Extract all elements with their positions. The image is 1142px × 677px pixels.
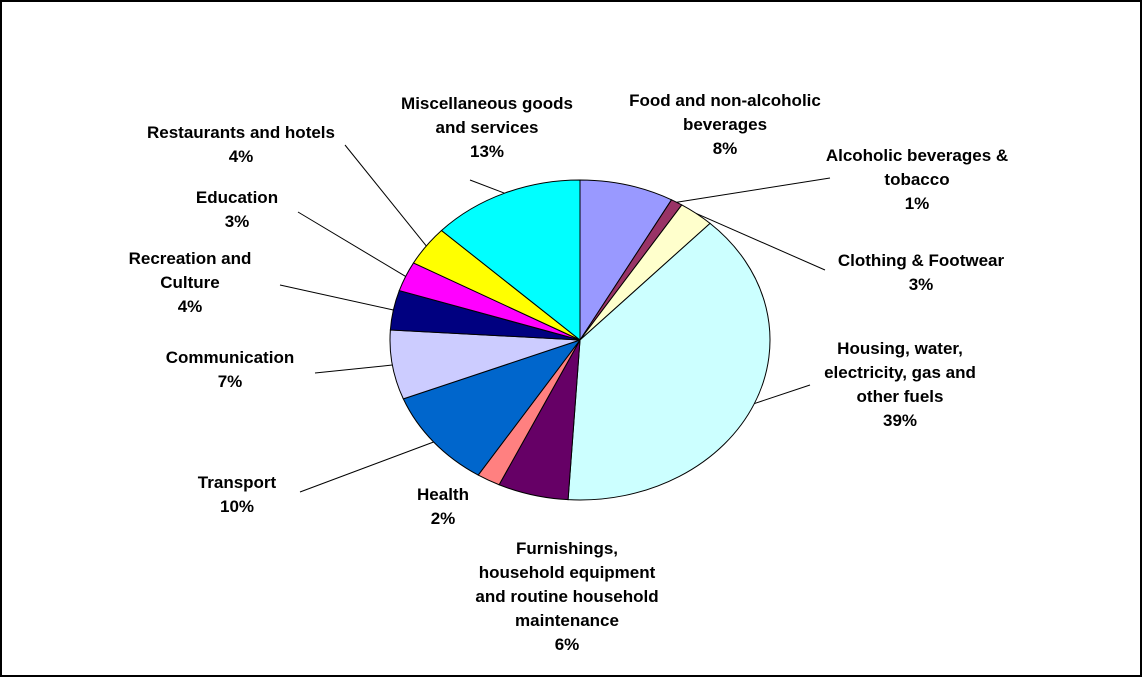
leader-line bbox=[299, 441, 434, 493]
category-name: Transport bbox=[197, 473, 277, 492]
category-name: Education bbox=[195, 188, 279, 207]
slice-label: Restaurants and hotels 4% bbox=[146, 121, 336, 169]
category-name: Communication bbox=[165, 348, 295, 367]
pie-slice bbox=[579, 179, 673, 342]
slice-label: Miscellaneous goods and services 13% bbox=[387, 92, 587, 164]
category-name: Housing, water, electricity, gas and oth… bbox=[824, 339, 976, 406]
leader-line bbox=[676, 177, 831, 203]
value-label: 39% bbox=[882, 411, 918, 430]
leader-line bbox=[314, 364, 393, 374]
leader-line bbox=[754, 384, 811, 405]
slice-label: Communication 7% bbox=[140, 346, 320, 394]
pie-slice bbox=[567, 222, 771, 501]
category-name: Alcoholic beverages & tobacco bbox=[825, 146, 1009, 189]
value-label: 3% bbox=[908, 275, 934, 294]
category-name: Furnishings, household equipment and rou… bbox=[475, 539, 659, 630]
pie-slice bbox=[402, 339, 582, 476]
category-name: Food and non-alcoholic beverages bbox=[629, 91, 821, 134]
slice-label: Education 3% bbox=[177, 186, 297, 234]
category-name: Recreation and Culture bbox=[128, 249, 252, 292]
value-label: 6% bbox=[554, 635, 580, 654]
slice-label: Transport 10% bbox=[177, 471, 297, 519]
value-label: 7% bbox=[217, 372, 243, 391]
leader-line bbox=[696, 213, 826, 271]
value-label: 4% bbox=[228, 147, 254, 166]
pie-slice bbox=[440, 179, 581, 342]
value-label: 1% bbox=[904, 194, 930, 213]
category-name: Health bbox=[417, 485, 469, 504]
category-name: Miscellaneous goods and services bbox=[401, 94, 573, 137]
leader-line bbox=[344, 144, 427, 247]
leader-line bbox=[297, 211, 406, 277]
slice-label: Clothing & Footwear 3% bbox=[816, 249, 1026, 297]
slice-label: Housing, water, electricity, gas and oth… bbox=[810, 337, 990, 433]
slice-label: Health 2% bbox=[413, 483, 473, 531]
value-label: 8% bbox=[712, 139, 738, 158]
slice-label: Furnishings, household equipment and rou… bbox=[472, 537, 662, 657]
value-label: 2% bbox=[430, 509, 456, 528]
leader-line bbox=[469, 179, 505, 194]
value-label: 10% bbox=[219, 497, 255, 516]
value-label: 4% bbox=[177, 297, 203, 316]
category-name: Restaurants and hotels bbox=[147, 123, 335, 142]
slice-label: Food and non-alcoholic beverages 8% bbox=[625, 89, 825, 161]
slice-label: Recreation and Culture 4% bbox=[100, 247, 280, 319]
category-name: Clothing & Footwear bbox=[837, 251, 1005, 270]
value-label: 13% bbox=[469, 142, 505, 161]
slice-label: Alcoholic beverages & tobacco 1% bbox=[817, 144, 1017, 216]
value-label: 3% bbox=[224, 212, 250, 231]
leader-line bbox=[279, 284, 394, 311]
